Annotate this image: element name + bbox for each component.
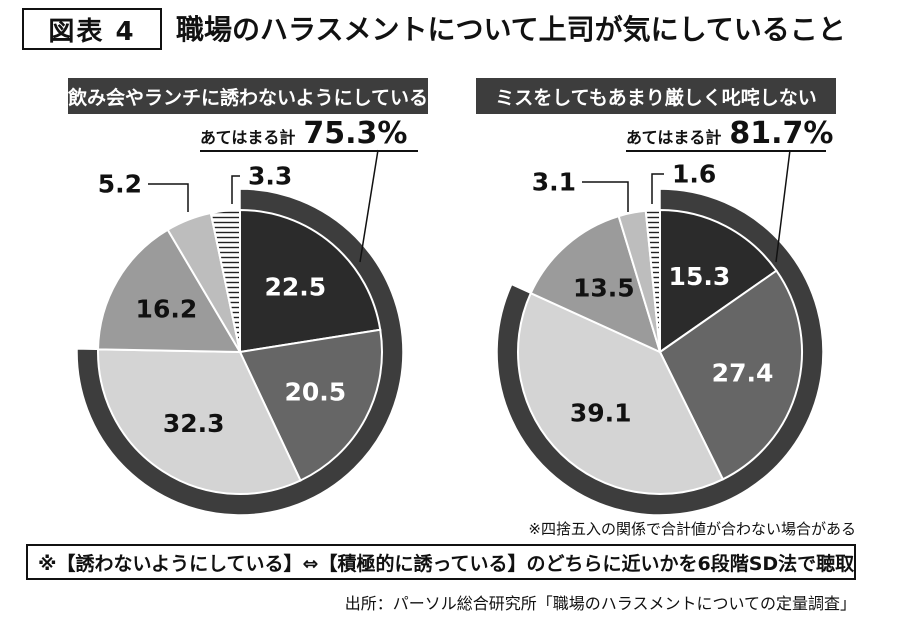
right-leader-line [582,181,629,212]
left-pie-slice [238,328,383,482]
left-pie-slice [97,228,242,354]
left-total: あてはまる計 75.3% [200,116,407,151]
rounding-note: ※四捨五入の関係で合計値が合わない場合がある [528,520,856,538]
right-outside-label: 1.6 [672,160,716,189]
right-pie-slice [644,208,661,353]
right-slice-label: 39.1 [570,399,632,428]
chart-title: 職場のハラスメントについて上司が気にしていること [176,13,846,46]
left-total-pointer [359,149,379,263]
left-outside-label: 3.3 [248,162,292,191]
method-note: ※【誘わないようにしている】⇔【積極的に誘っている】のどちらに近いかを6段階SD… [26,544,856,580]
right-pie-slice [517,291,725,495]
left-leader-line [231,175,240,204]
right-total-value: 81.7% [729,116,834,151]
right-outside-label: 3.1 [532,168,576,197]
right-slice-label: 13.5 [573,273,635,302]
right-total-underline [626,150,826,152]
right-total-label: あてはまる計 [626,128,722,147]
right-leader-line [651,173,664,204]
left-slice-label: 20.5 [284,377,346,406]
right-slice-label: 15.3 [669,262,731,291]
left-leader-line [148,183,189,212]
left-slice-label: 16.2 [136,295,198,324]
left-total-underline [200,150,418,152]
left-slice-label: 22.5 [264,273,326,302]
right-pie-slice [529,214,662,354]
left-total-label: あてはまる計 [200,128,296,147]
left-total-value: 75.3% [303,116,408,151]
right-pie-title: ミスをしてもあまり厳しく叱咤しない [476,78,836,114]
left-slice-label: 32.3 [163,409,225,438]
left-pie-slice [209,208,241,353]
left-pie-title: 飲み会やランチに誘わないようにしている [68,78,428,114]
left-pie-slice [97,348,302,495]
left-outside-label: 5.2 [98,170,142,199]
left-pie-slice [239,208,382,354]
right-total: あてはまる計 81.7% [626,116,833,151]
right-slice-label: 27.4 [712,359,774,388]
right-pie-slice [658,269,803,481]
right-pie-slice [659,208,778,354]
source-note: 出所：パーソル総合研究所「職場のハラスメントについての定量調査」 [344,594,856,613]
figure-label: 図表 4 [22,8,162,50]
right-total-pointer [775,149,791,263]
